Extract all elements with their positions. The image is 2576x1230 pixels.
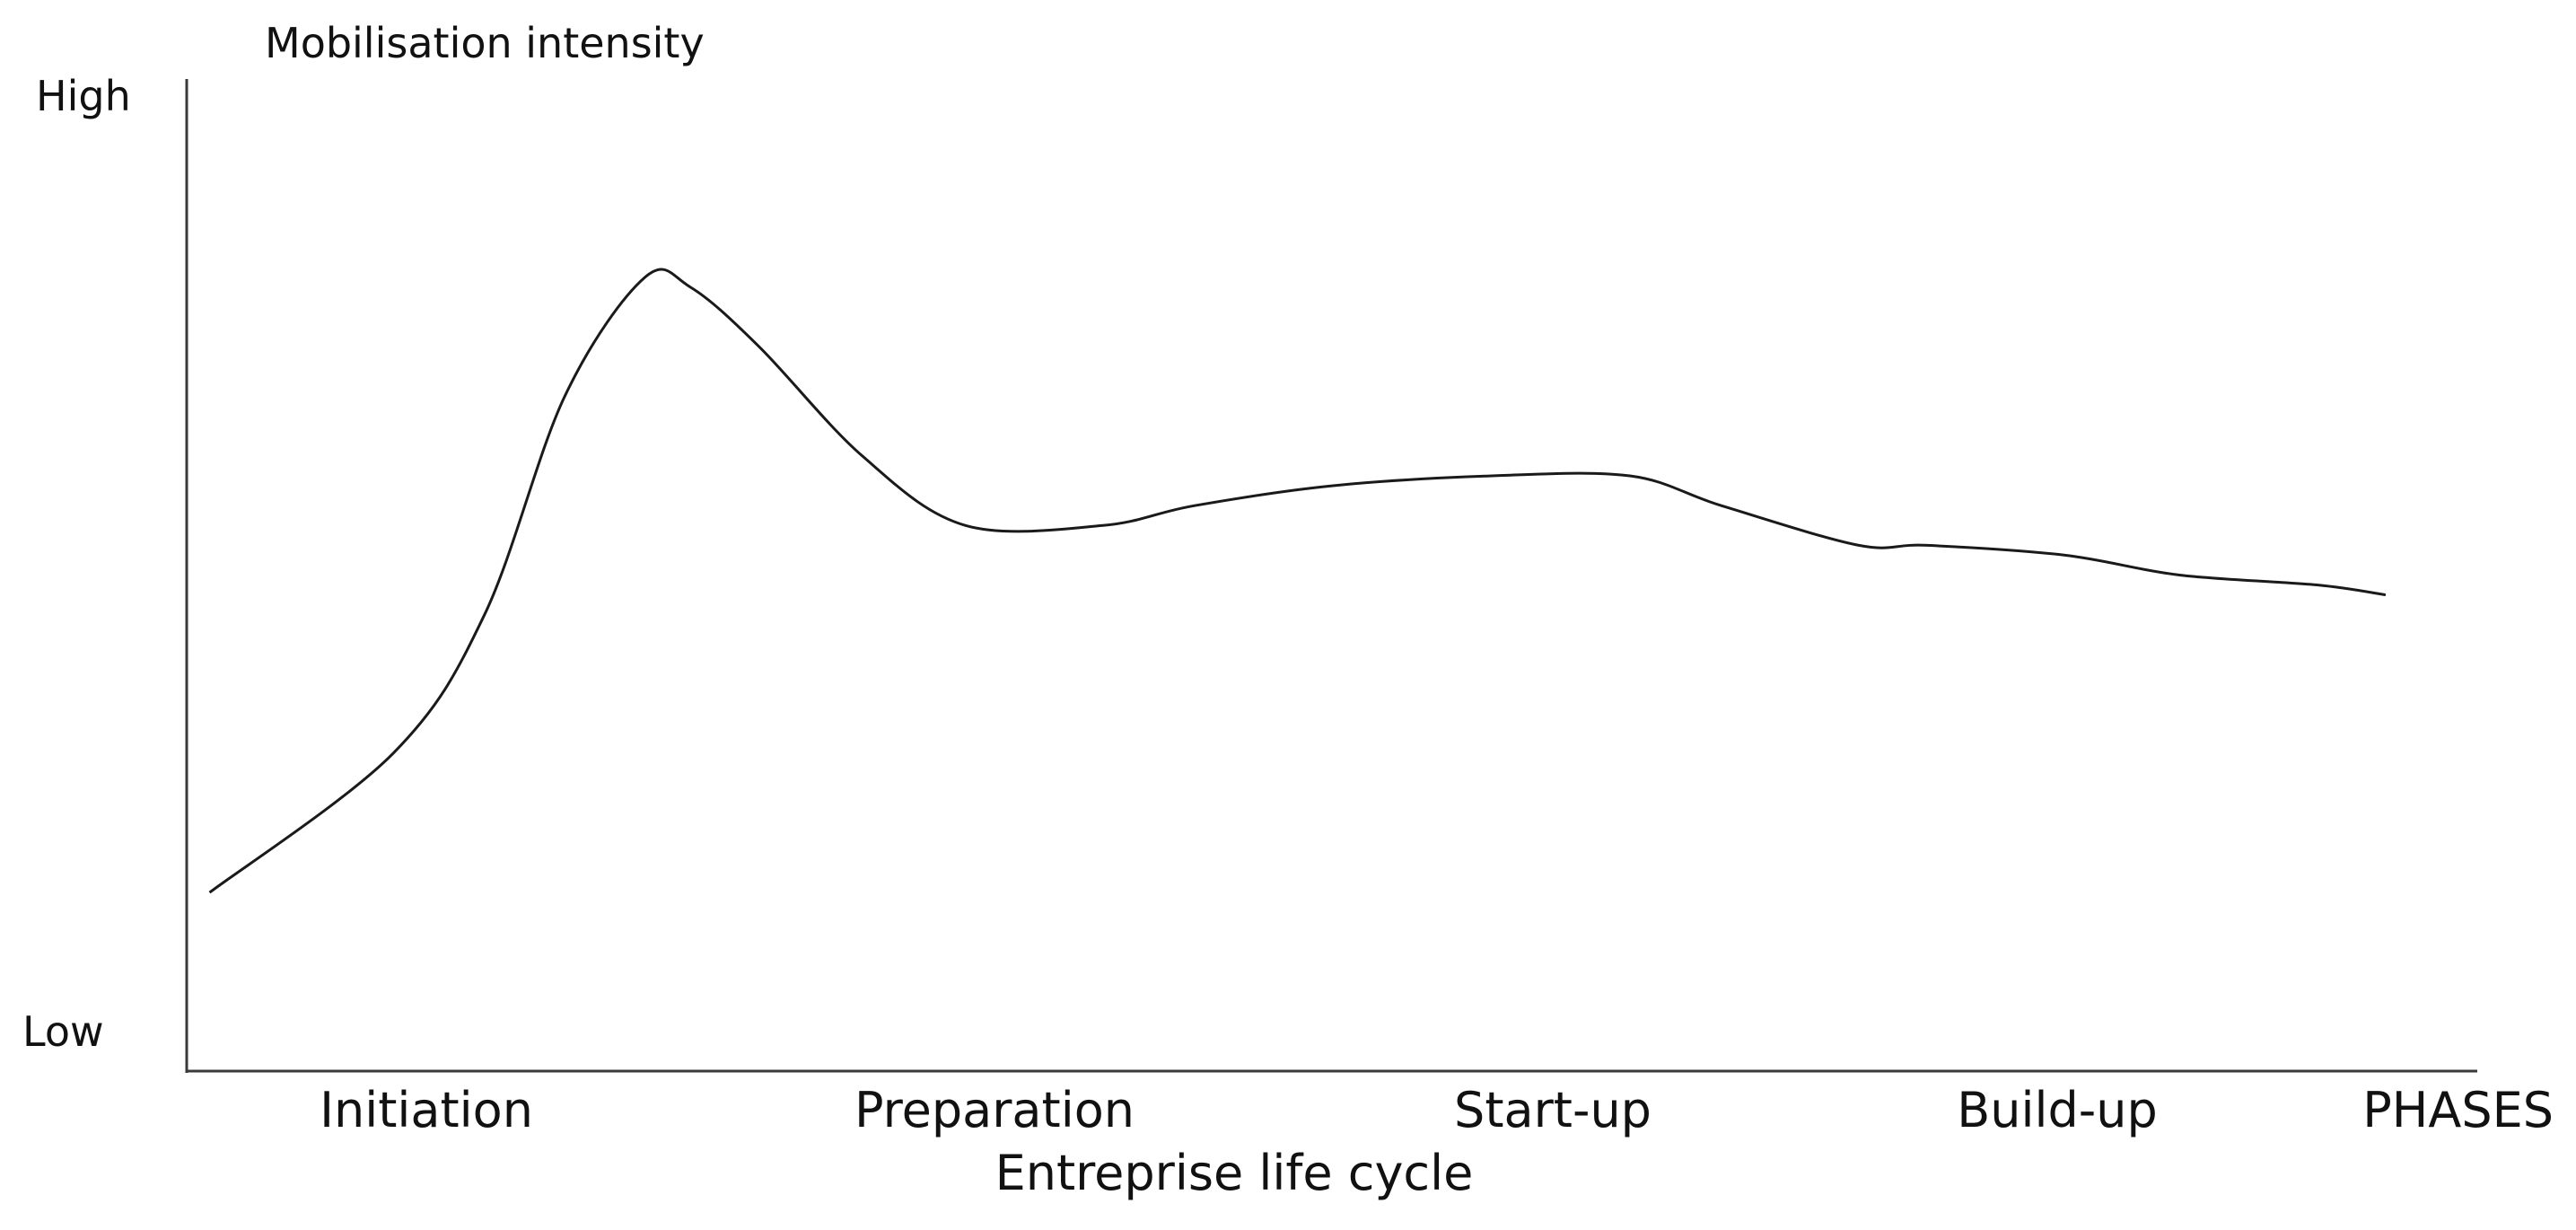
- x-axis-title: Entreprise life cycle: [995, 1145, 1474, 1201]
- x-tick-label: Initiation: [320, 1082, 533, 1138]
- x-tick-label: Preparation: [854, 1082, 1135, 1138]
- y-axis-title: Mobilisation intensity: [265, 19, 705, 67]
- y-high-label: High: [36, 72, 131, 120]
- x-tick-labels: Initiation Preparation Start-up Build-up: [320, 1082, 2158, 1138]
- x-tick-label: Build-up: [1957, 1082, 2158, 1138]
- series-line: [208, 268, 2387, 894]
- x-tick-label: Start-up: [1454, 1082, 1652, 1138]
- axes: [185, 79, 2477, 1073]
- phases-label: PHASES: [2362, 1082, 2554, 1138]
- y-low-label: Low: [22, 1007, 104, 1056]
